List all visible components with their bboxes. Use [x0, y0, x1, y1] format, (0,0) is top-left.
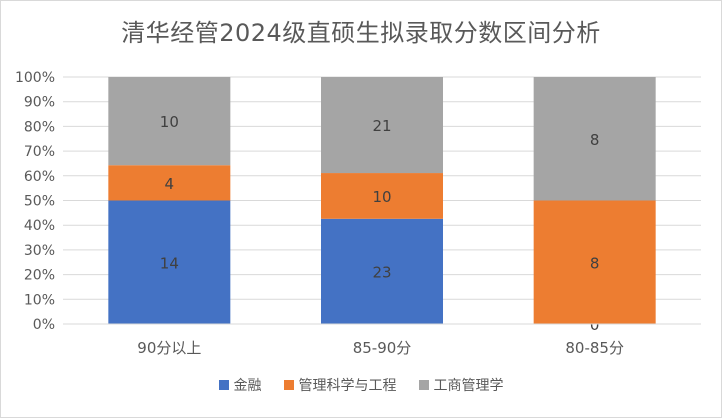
legend-swatch-business — [418, 380, 429, 390]
bar-segment — [533, 200, 656, 324]
bar-segment — [108, 165, 231, 201]
y-tick-label: 80% — [24, 119, 55, 135]
x-category-label: 80-85分 — [565, 339, 624, 357]
y-tick-label: 100% — [15, 70, 55, 86]
bar-segment — [321, 218, 443, 324]
data-label: 21 — [372, 117, 391, 135]
y-tick-label: 60% — [24, 169, 55, 185]
data-label: 10 — [372, 188, 391, 206]
data-label: 4 — [165, 175, 175, 193]
bar-segment — [321, 77, 443, 174]
legend-label-business: 工商管理学 — [433, 378, 504, 394]
x-category-label: 85-90分 — [353, 339, 412, 357]
data-label: 0 — [590, 316, 600, 334]
x-category-label: 90分以上 — [137, 339, 201, 357]
y-tick-label: 10% — [24, 292, 55, 308]
y-tick-label: 20% — [24, 268, 55, 284]
data-label: 23 — [372, 263, 391, 281]
y-tick-label: 0% — [33, 317, 55, 333]
y-tick-label: 50% — [24, 194, 55, 210]
y-tick-label: 90% — [24, 95, 55, 111]
legend-swatch-mse — [283, 380, 294, 390]
legend-label-finance: 金融 — [233, 378, 262, 394]
legend-item-finance: 金融 — [218, 375, 262, 395]
data-label: 8 — [590, 254, 600, 272]
y-tick-label: 70% — [24, 144, 55, 160]
legend-item-business: 工商管理学 — [418, 375, 504, 395]
data-label: 14 — [160, 254, 179, 272]
bar-segment — [108, 77, 231, 166]
y-tick-label: 40% — [24, 218, 55, 234]
data-label: 8 — [590, 131, 600, 149]
legend-swatch-finance — [218, 380, 229, 390]
bar-segment — [533, 77, 656, 201]
legend-label-mse: 管理科学与工程 — [298, 378, 397, 394]
legend: 金融 管理科学与工程 工商管理学 — [1, 375, 721, 395]
bar-segment — [321, 173, 443, 219]
chart-title: 清华经管2024级直硕生拟录取分数区间分析 — [121, 19, 601, 47]
data-label: 10 — [160, 113, 179, 131]
y-tick-label: 30% — [24, 243, 55, 259]
bar-segment — [108, 200, 231, 324]
legend-item-mse: 管理科学与工程 — [283, 375, 397, 395]
